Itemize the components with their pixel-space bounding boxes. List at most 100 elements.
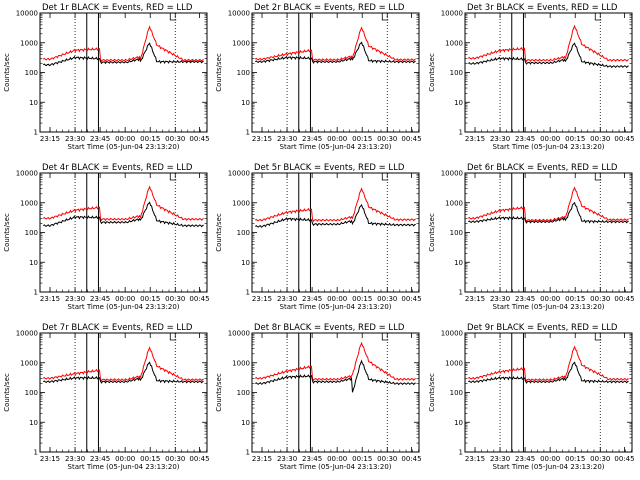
lld-series-line: [42, 346, 204, 382]
x-tick-label: 00:15: [352, 135, 372, 143]
x-tick-label: 23:45: [90, 295, 110, 303]
panel-title: Det 9r BLACK = Events, RED = LLD: [467, 323, 618, 333]
y-axis-label: Counts/sec: [215, 213, 223, 252]
x-tick-label: 23:15: [252, 135, 272, 143]
lld-series-line: [42, 185, 204, 222]
x-axis-label: Start Time (05-Jun-04 23:13:20): [68, 143, 180, 151]
y-axis-label: Counts/sec: [3, 213, 11, 252]
x-axis-label: Start Time (05-Jun-04 23:13:20): [493, 143, 605, 151]
y-tick-label: 100: [25, 69, 38, 77]
x-axis-label: Start Time (05-Jun-04 23:13:20): [68, 303, 180, 311]
y-tick-label: 1000: [232, 359, 250, 367]
x-tick-label: 23:15: [465, 455, 485, 463]
panel-det-6: Det 6r BLACK = Events, RED = LLD 1 10 100 10…: [428, 163, 635, 311]
y-axis-label: Counts/sec: [3, 373, 11, 412]
x-tick-label: 23:45: [302, 455, 322, 463]
y-axis-label: Counts/sec: [215, 53, 223, 92]
x-axis-label: Start Time (05-Jun-04 23:13:20): [280, 303, 392, 311]
y-tick-label: 10000: [228, 10, 250, 18]
y-tick-label: 10000: [441, 330, 463, 338]
x-tick-label: 00:45: [614, 295, 634, 303]
x-tick-label: 00:00: [115, 295, 135, 303]
x-tick-label: 00:45: [189, 135, 209, 143]
y-tick-label: 10000: [441, 10, 463, 18]
bracket-marker: [381, 333, 389, 341]
x-axis-label: Start Time (05-Jun-04 23:13:20): [280, 463, 392, 471]
y-tick-label: 100: [237, 229, 250, 237]
x-tick-label: 00:45: [401, 455, 421, 463]
x-tick-label: 23:30: [490, 135, 510, 143]
x-tick-label: 00:15: [565, 455, 585, 463]
panel-det-8: Det 8r BLACK = Events, RED = LLD 1 10 100 10…: [215, 323, 422, 471]
plot-frame: [39, 12, 208, 133]
y-tick-label: 1: [246, 449, 250, 457]
x-tick-label: 00:15: [352, 455, 372, 463]
bracket-marker: [594, 13, 602, 21]
x-tick-label: 23:30: [490, 455, 510, 463]
x-tick-label: 00:30: [590, 295, 610, 303]
x-tick-label: 00:30: [165, 455, 185, 463]
bracket-marker: [594, 173, 602, 181]
y-axis-label: Counts/sec: [215, 373, 223, 412]
y-tick-label: 1000: [232, 39, 250, 47]
panel-title: Det 4r BLACK = Events, RED = LLD: [42, 163, 193, 173]
panel-det-4: Det 4r BLACK = Events, RED = LLD 1 10 100 10…: [3, 163, 210, 311]
events-series-line: [255, 41, 416, 64]
y-tick-label: 10: [454, 419, 463, 427]
plot-frame: [251, 332, 420, 453]
panel-title: Det 2r BLACK = Events, RED = LLD: [254, 3, 405, 13]
panel-title: Det 3r BLACK = Events, RED = LLD: [467, 3, 618, 13]
bracket-marker: [169, 13, 177, 21]
x-tick-label: 23:45: [90, 455, 110, 463]
x-tick-label: 00:45: [189, 295, 209, 303]
y-tick-label: 1: [459, 289, 463, 297]
events-series-line: [42, 42, 204, 67]
y-tick-label: 10000: [441, 170, 463, 178]
plot-frame: [251, 12, 420, 133]
x-tick-label: 00:30: [590, 135, 610, 143]
y-tick-label: 100: [25, 389, 38, 397]
plot-frame: [464, 12, 633, 133]
lld-series-line: [467, 345, 629, 382]
y-tick-label: 10: [454, 99, 463, 107]
x-tick-label: 00:45: [614, 455, 634, 463]
x-tick-label: 00:00: [540, 295, 560, 303]
y-tick-label: 100: [450, 229, 463, 237]
y-tick-label: 10: [29, 259, 38, 267]
x-tick-label: 00:30: [377, 135, 397, 143]
panel-title: Det 1r BLACK = Events, RED = LLD: [42, 3, 193, 13]
events-series-line: [468, 201, 629, 224]
bracket-marker: [381, 13, 389, 21]
x-tick-label: 00:00: [540, 455, 560, 463]
events-series-line: [43, 201, 204, 228]
y-axis-label: Counts/sec: [3, 53, 11, 92]
x-tick-label: 00:30: [165, 295, 185, 303]
x-tick-label: 00:15: [565, 135, 585, 143]
x-tick-label: 00:45: [189, 455, 209, 463]
x-tick-label: 23:45: [515, 295, 535, 303]
y-tick-label: 10: [29, 419, 38, 427]
x-tick-label: 23:15: [252, 455, 272, 463]
y-tick-label: 1000: [445, 199, 463, 207]
y-tick-label: 10: [241, 419, 250, 427]
y-axis-label: Counts/sec: [428, 53, 436, 92]
x-tick-label: 23:15: [40, 455, 60, 463]
x-tick-label: 23:45: [90, 135, 110, 143]
y-tick-label: 1: [246, 129, 250, 137]
x-tick-label: 23:15: [465, 295, 485, 303]
y-tick-label: 1000: [445, 39, 463, 47]
y-tick-label: 100: [237, 69, 250, 77]
x-tick-label: 00:30: [165, 135, 185, 143]
x-tick-label: 00:00: [327, 295, 347, 303]
y-tick-label: 10: [29, 99, 38, 107]
x-axis-label: Start Time (05-Jun-04 23:13:20): [493, 463, 605, 471]
lld-series-line: [467, 186, 629, 223]
x-tick-label: 23:30: [277, 295, 297, 303]
x-tick-label: 23:45: [515, 135, 535, 143]
panel-det-3: Det 3r BLACK = Events, RED = LLD 1 10 100 10…: [428, 3, 635, 151]
y-tick-label: 10000: [16, 170, 38, 178]
x-tick-label: 23:45: [302, 135, 322, 143]
plot-frame: [39, 332, 208, 453]
x-tick-label: 00:00: [327, 455, 347, 463]
y-tick-label: 10000: [228, 330, 250, 338]
